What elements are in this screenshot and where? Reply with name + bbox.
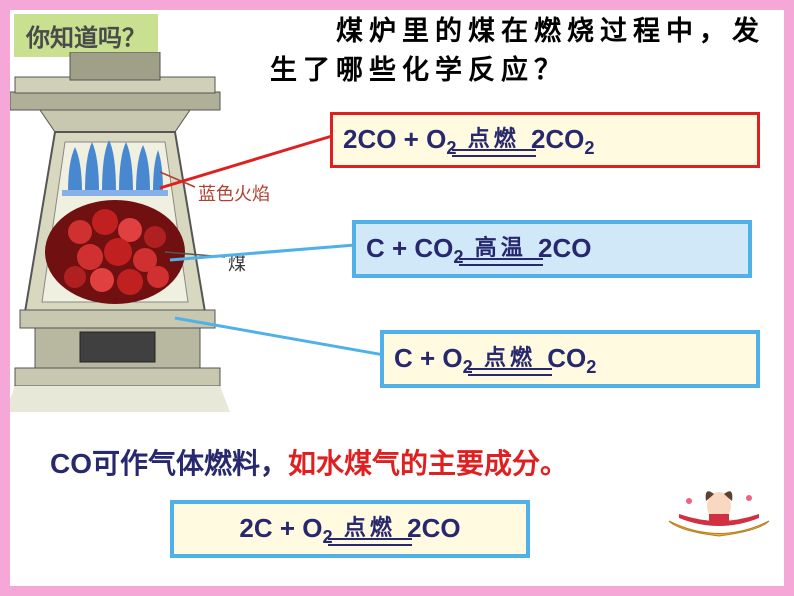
boat-decoration [664,476,774,546]
furnace-diagram [10,52,275,412]
equation-4: 2C + O2 点燃 2CO [170,500,530,558]
question-text: 煤炉里的煤在燃烧过程中，发生了哪些化学反应？ [270,12,774,90]
label-coal: 煤 [228,250,246,276]
footer-red: 如水煤气的主要成分。 [288,448,568,479]
equation-3: C + O2 点燃 CO2 [380,330,760,388]
equation-2: C + CO2 高温 2CO [352,220,752,278]
label-blue-flame: 蓝色火焰 [198,180,270,206]
equation-1: 2CO + O2 点燃 2CO2 [330,112,760,168]
badge: 你知道吗？ [14,14,158,57]
footer-blue: CO可作气体燃料， [50,448,288,479]
footer-text: CO可作气体燃料，如水煤气的主要成分。 [50,442,568,482]
